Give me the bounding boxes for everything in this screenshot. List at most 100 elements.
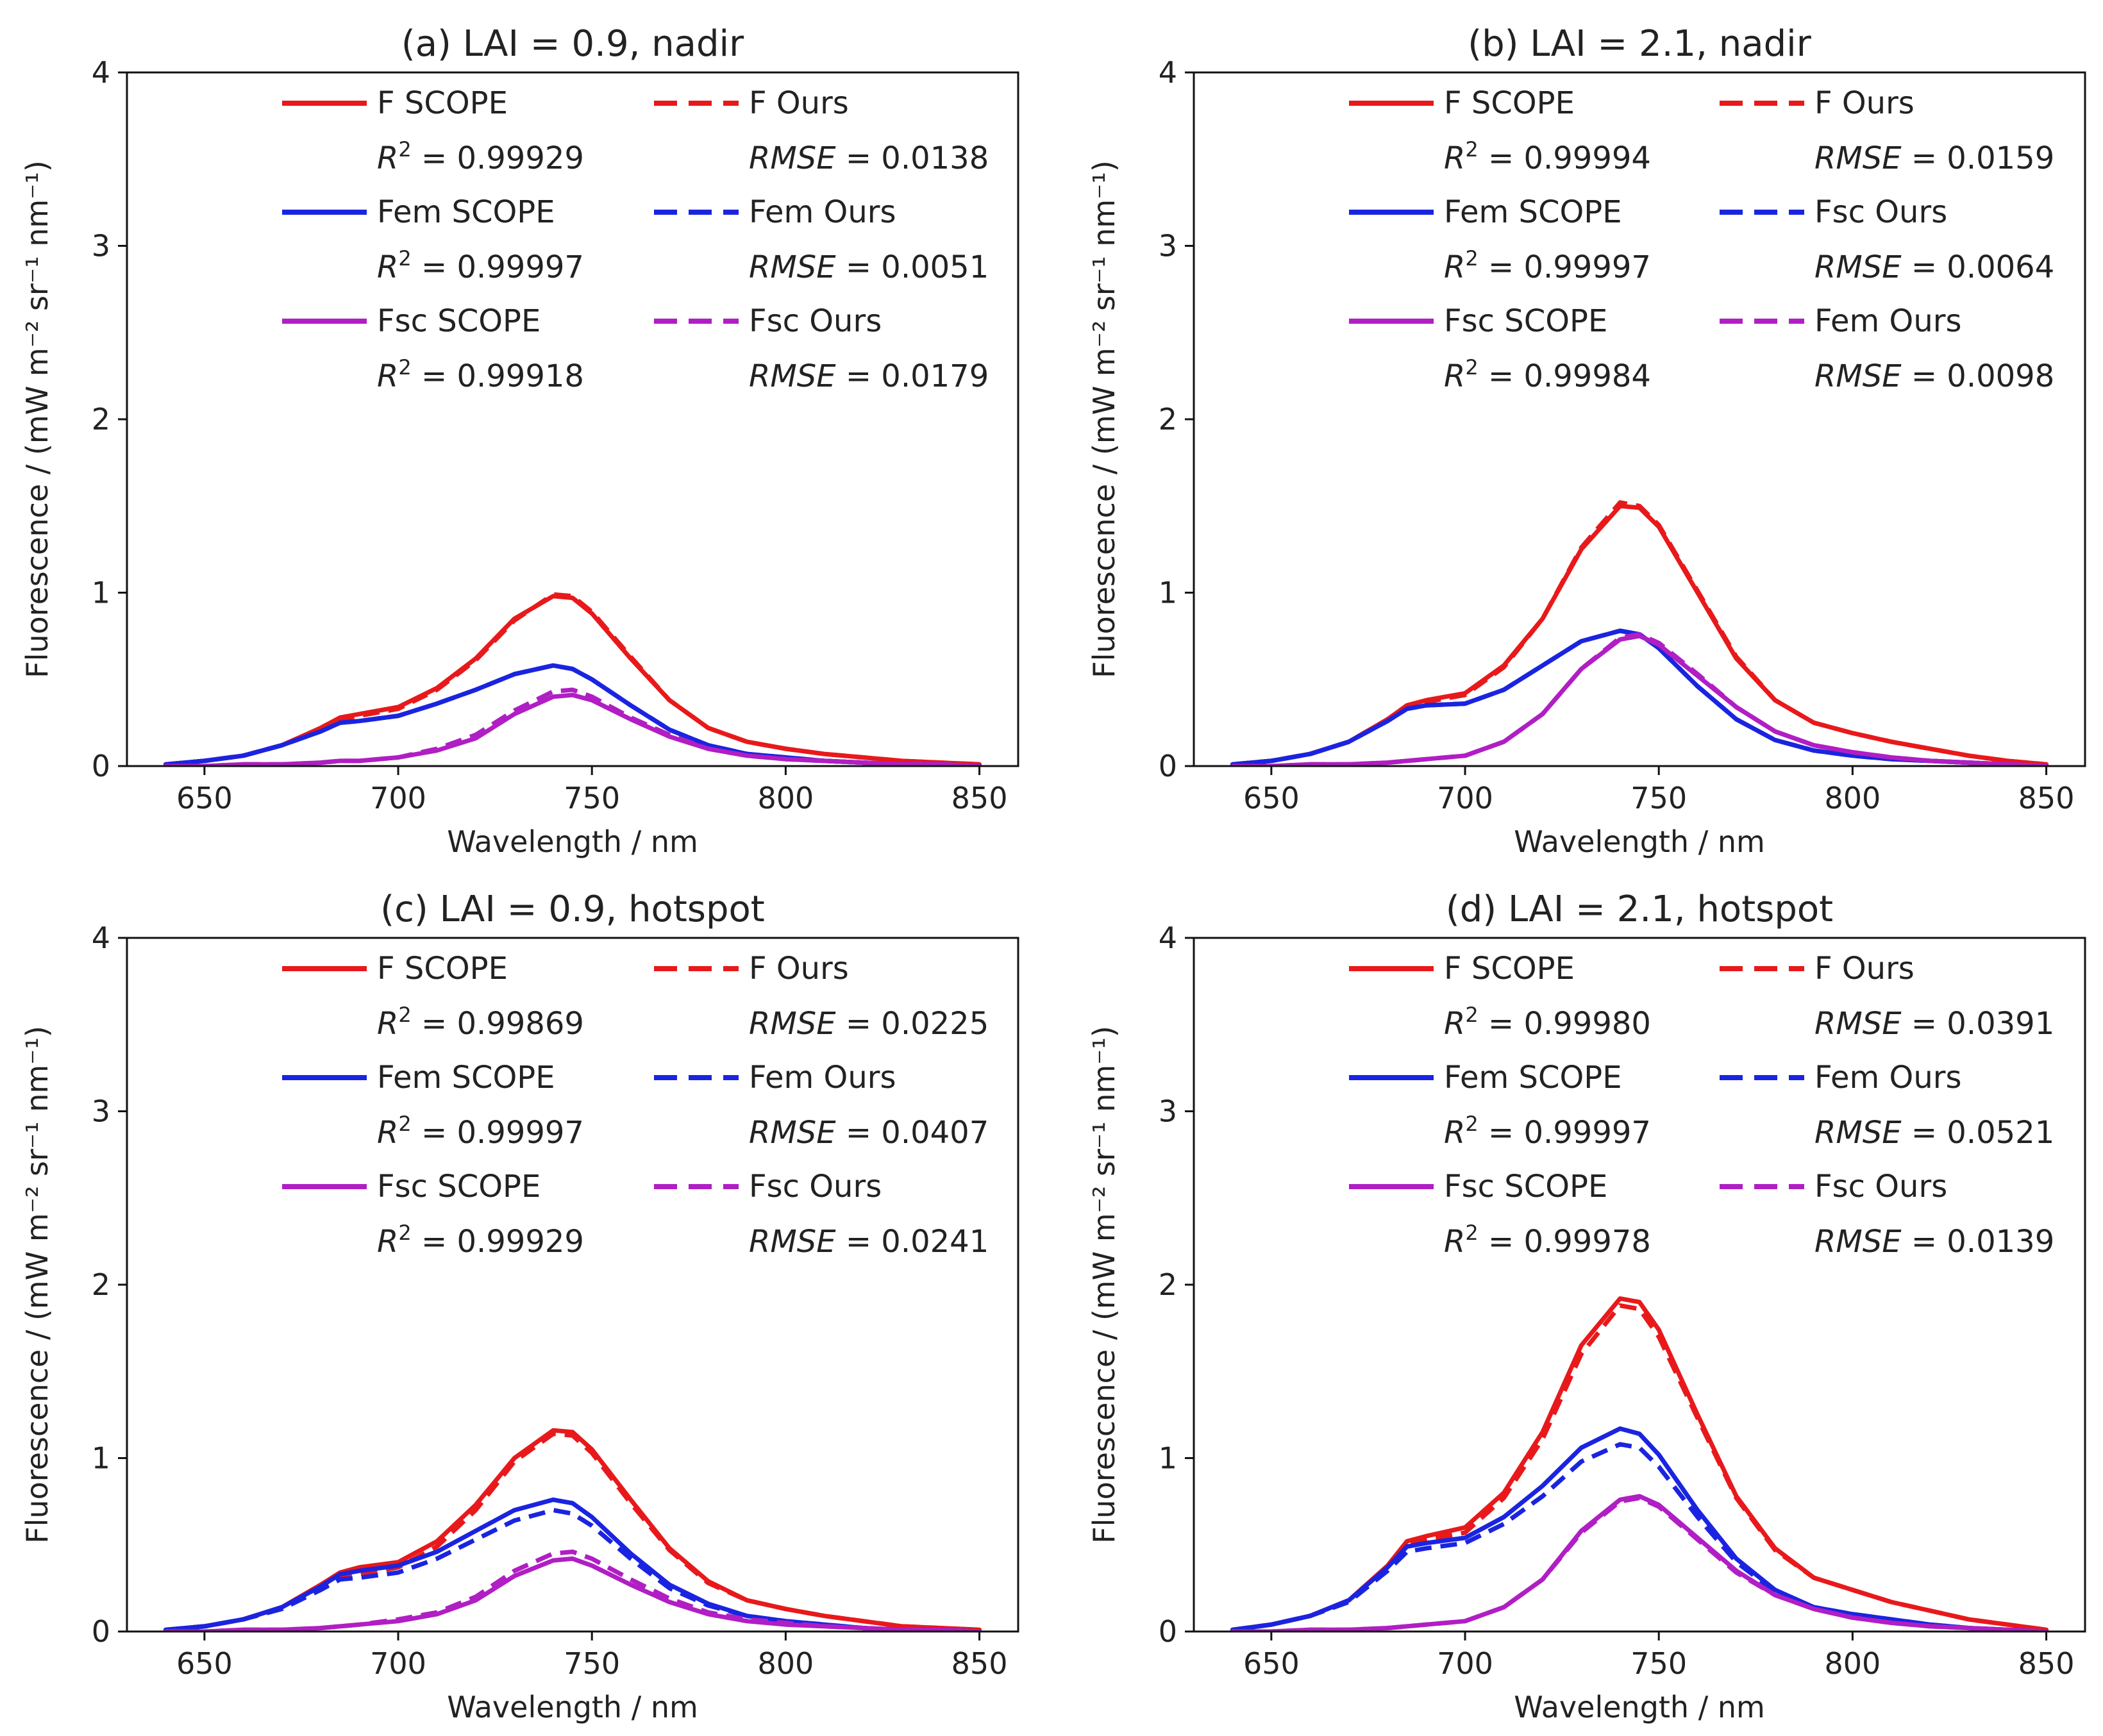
stat-equals: = bbox=[412, 249, 457, 285]
legend-stat: RMSE = 0.0138 bbox=[749, 140, 989, 176]
y-tick-label: 1 bbox=[1159, 1441, 1177, 1476]
stat-superscript: 2 bbox=[1465, 1112, 1478, 1136]
x-tick-label: 650 bbox=[176, 781, 233, 815]
stat-symbol: RMSE bbox=[749, 1224, 836, 1260]
legend-label: Fem Ours bbox=[749, 194, 896, 230]
y-tick-label: 4 bbox=[92, 55, 110, 90]
legend-stat: R2 = 0.99994 bbox=[1444, 137, 1651, 176]
panel-title: (a) LAI = 0.9, nadir bbox=[401, 23, 744, 65]
x-tick-label: 750 bbox=[1630, 1646, 1687, 1681]
stat-superscript: 2 bbox=[1465, 246, 1478, 271]
stat-value: 0.0098 bbox=[1947, 358, 2054, 394]
stat-equals: = bbox=[1479, 358, 1524, 394]
stat-equals: = bbox=[1479, 1006, 1524, 1042]
stat-equals: = bbox=[836, 358, 882, 394]
x-tick-label: 700 bbox=[1437, 781, 1493, 815]
stat-value: 0.0138 bbox=[881, 140, 989, 176]
y-tick-label: 2 bbox=[92, 402, 110, 437]
legend-label: F SCOPE bbox=[377, 951, 508, 987]
x-tick-label: 850 bbox=[2018, 781, 2075, 815]
legend-label: Fem SCOPE bbox=[377, 194, 555, 230]
stat-symbol: RMSE bbox=[1814, 358, 1902, 394]
legend-stat: RMSE = 0.0179 bbox=[749, 358, 989, 394]
legend-label: F SCOPE bbox=[1444, 951, 1575, 987]
panel-a: (a) LAI = 0.9, nadir 650 700 750 800 850 0 1 2 3 4… bbox=[20, 23, 1019, 859]
stat-value: 0.0225 bbox=[881, 1006, 989, 1042]
x-tick-label: 800 bbox=[1824, 781, 1881, 815]
y-tick-label: 3 bbox=[92, 1094, 110, 1129]
stat-symbol: RMSE bbox=[1814, 1006, 1902, 1042]
stat-equals: = bbox=[1479, 140, 1524, 176]
legend-stat: RMSE = 0.0225 bbox=[749, 1006, 989, 1042]
y-axis-label: Fluorescence / (mW m⁻² sr⁻¹ nm⁻¹) bbox=[1087, 160, 1121, 678]
stat-value: 0.0064 bbox=[1947, 249, 2054, 285]
stat-value: 0.0159 bbox=[1947, 140, 2054, 176]
series-line-fem-scope bbox=[1230, 1426, 2049, 1632]
legend-stat: RMSE = 0.0098 bbox=[1814, 358, 2054, 394]
series-group bbox=[163, 1428, 982, 1632]
x-tick-label: 700 bbox=[1437, 1646, 1493, 1681]
stat-superscript: 2 bbox=[398, 1112, 411, 1136]
series-line-f-ours bbox=[165, 592, 980, 766]
plot-frame bbox=[126, 937, 1019, 1633]
stat-equals: = bbox=[1902, 358, 1947, 394]
series-line-f-scope bbox=[163, 594, 982, 766]
x-tick-label: 850 bbox=[951, 781, 1008, 815]
legend-label: Fsc Ours bbox=[1814, 194, 1947, 230]
y-tick-label: 3 bbox=[92, 229, 110, 263]
y-tick-label: 3 bbox=[1159, 1094, 1177, 1129]
stat-value: 0.99997 bbox=[457, 1115, 584, 1151]
stat-value: 0.99994 bbox=[1523, 140, 1651, 176]
stat-value: 0.99997 bbox=[457, 249, 584, 285]
legend-stat: R2 = 0.99929 bbox=[377, 137, 584, 176]
stat-equals: = bbox=[836, 1006, 882, 1042]
x-axis-label: Wavelength / nm bbox=[447, 1690, 698, 1724]
panel-title: (c) LAI = 0.9, hotspot bbox=[380, 889, 764, 930]
y-tick-label: 0 bbox=[92, 749, 110, 783]
stat-equals: = bbox=[1902, 1224, 1947, 1260]
series-line-fem-scope bbox=[163, 1497, 982, 1632]
stat-symbol: R bbox=[1444, 1115, 1465, 1151]
stat-value: 0.0407 bbox=[881, 1115, 989, 1151]
panel-b: (b) LAI = 2.1, nadir 650 700 750 800 850 0 1 2 3 4… bbox=[1087, 23, 2086, 859]
legend-label: Fem Ours bbox=[1814, 1060, 1961, 1096]
legend-label: F Ours bbox=[749, 951, 849, 987]
stat-symbol: R bbox=[377, 1224, 398, 1260]
legend-label: Fsc SCOPE bbox=[1444, 303, 1607, 339]
legend-stat: RMSE = 0.0064 bbox=[1814, 249, 2054, 285]
legend-stat: RMSE = 0.0391 bbox=[1814, 1006, 2054, 1042]
series-line-fem-scope bbox=[163, 663, 982, 766]
series-line-fsc-ours bbox=[1232, 631, 2047, 766]
y-tick-label: 0 bbox=[92, 1614, 110, 1649]
stat-symbol: R bbox=[377, 1006, 398, 1042]
series-line-fsc-ours bbox=[1232, 1496, 2047, 1632]
y-tick-label: 1 bbox=[1159, 576, 1177, 610]
y-tick-label: 0 bbox=[1159, 749, 1177, 783]
stat-equals: = bbox=[412, 140, 457, 176]
legend-label: Fsc Ours bbox=[1814, 1169, 1947, 1205]
x-tick-label: 800 bbox=[757, 781, 814, 815]
x-axis-label: Wavelength / nm bbox=[447, 824, 698, 859]
legend-label: F Ours bbox=[749, 85, 849, 121]
x-tick-label: 850 bbox=[951, 1646, 1008, 1681]
stat-symbol: RMSE bbox=[749, 1115, 836, 1151]
plot-frame bbox=[1193, 71, 2086, 767]
plot-frame bbox=[126, 71, 1019, 767]
panel-d: (d) LAI = 2.1, hotspot 650 700 750 800 850 0 1 2… bbox=[1087, 889, 2086, 1724]
legend-label: F Ours bbox=[1814, 85, 1914, 121]
stat-value: 0.99929 bbox=[457, 140, 584, 176]
legend-label: Fsc Ours bbox=[749, 1169, 882, 1205]
legend-label: Fem Ours bbox=[1814, 303, 1961, 339]
stat-symbol: R bbox=[1444, 249, 1465, 285]
legend-label: Fem SCOPE bbox=[377, 1060, 555, 1096]
stat-equals: = bbox=[412, 358, 457, 394]
panel-c: (c) LAI = 0.9, hotspot 650 700 750 800 850 0 1 2… bbox=[20, 889, 1019, 1724]
y-tick-label: 2 bbox=[1159, 1267, 1177, 1302]
stat-symbol: R bbox=[1444, 1224, 1465, 1260]
stat-symbol: R bbox=[377, 358, 398, 394]
stat-value: 0.99997 bbox=[1523, 249, 1651, 285]
stat-superscript: 2 bbox=[1465, 1221, 1478, 1245]
stat-symbol: RMSE bbox=[1814, 140, 1902, 176]
